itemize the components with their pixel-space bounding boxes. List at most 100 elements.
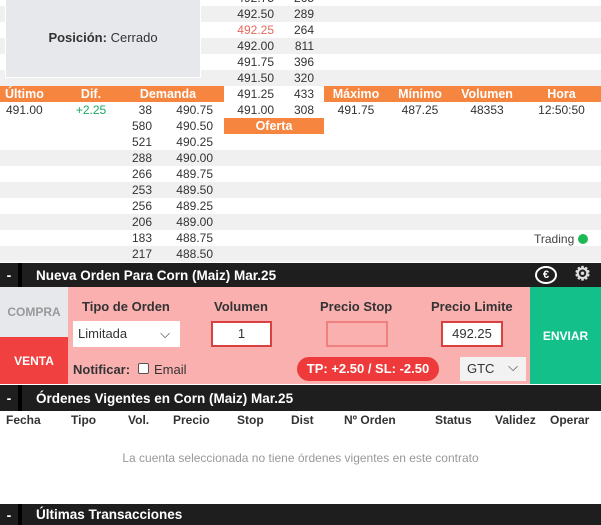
ask-price[interactable]: 491.25	[224, 86, 274, 102]
bid-price[interactable]: 488.75	[176, 231, 213, 245]
orders-column-header: Tipo	[71, 413, 97, 427]
bid-price[interactable]: 489.50	[176, 183, 213, 197]
orders-header: - Órdenes Vigentes en Corn (Maiz) Mar.25	[0, 385, 601, 411]
bid-qty: 256	[131, 199, 152, 213]
bid-price[interactable]: 488.50	[176, 247, 213, 261]
collapse-button[interactable]: -	[6, 267, 12, 283]
ask-qty: 265	[274, 0, 314, 6]
header-ultimo: Último	[0, 86, 70, 102]
new-order-form: COMPRA VENTA Tipo de Orden Limitada ⌵ Vol…	[0, 287, 601, 384]
send-button[interactable]: ENVIAR	[530, 287, 601, 384]
book-row-bg	[0, 182, 601, 198]
collapse-button[interactable]: -	[6, 390, 12, 406]
trading-status-label: Trading	[534, 232, 575, 246]
orders-column-header: Nº Orden	[344, 413, 396, 427]
bid-qty: 253	[131, 183, 152, 197]
orders-column-header: Operar	[550, 413, 590, 427]
stop-price-label: Precio Stop	[320, 299, 393, 314]
ask-qty: 811	[294, 39, 314, 53]
bid-price[interactable]: 490.00	[176, 151, 213, 165]
email-checkbox[interactable]	[138, 363, 149, 374]
order-type-value: Limitada	[78, 326, 128, 341]
ask-qty: 289	[293, 7, 314, 21]
ask-price[interactable]: 492.25	[237, 23, 274, 37]
bid-qty: 206	[131, 215, 152, 229]
bid-qty: 183	[131, 231, 152, 245]
orders-column-header: Stop	[237, 413, 264, 427]
transactions-title: Últimas Transacciones	[36, 507, 183, 522]
ask-qty: 433	[293, 87, 314, 101]
ask-qty: 396	[293, 55, 314, 69]
order-type-select[interactable]: Limitada ⌵	[73, 321, 180, 347]
header-dif: Dif.	[70, 86, 112, 102]
status-dot-icon	[577, 234, 588, 244]
header-maximo: Máximo	[324, 86, 388, 102]
orders-column-header: Precio	[173, 413, 210, 427]
volume: 48353	[470, 103, 504, 117]
position-box: Posición: Cerrado	[5, 0, 201, 78]
orders-column-header: Fecha	[6, 413, 41, 427]
orders-column-header: Validez	[495, 413, 536, 427]
position-value: Cerrado	[110, 29, 158, 45]
header-volumen: Volumen	[452, 86, 522, 102]
bid-qty: 580	[131, 119, 152, 133]
header-oferta: Oferta	[224, 118, 324, 134]
bid-price[interactable]: 490.50	[176, 119, 213, 133]
book-row-bg	[0, 230, 601, 246]
bid-qty: 521	[131, 135, 152, 149]
ask-price[interactable]: 491.75	[237, 55, 274, 69]
book-row-bg	[0, 166, 601, 182]
limit-price-input[interactable]: 492.25	[441, 321, 503, 347]
volume-label: Volumen	[214, 299, 268, 314]
bid-price[interactable]: 490.75	[176, 103, 213, 117]
ask-price[interactable]: 492.00	[237, 39, 274, 53]
sell-button[interactable]: VENTA	[0, 337, 68, 384]
bid-price[interactable]: 489.00	[176, 215, 213, 229]
orders-column-header: Vol.	[128, 413, 150, 427]
validity-select[interactable]: GTC ⌵	[460, 357, 526, 381]
last-price: 491.00	[6, 103, 43, 117]
ask-price[interactable]: 492.75	[224, 0, 274, 6]
limit-price-label: Precio Limite	[431, 299, 513, 314]
new-order-header: - Nueva Orden Para Corn (Maiz) Mar.25 € …	[0, 263, 601, 287]
header-demanda: Demanda	[112, 86, 224, 102]
buy-button[interactable]: COMPRA	[0, 287, 68, 337]
orders-empty-message: La cuenta seleccionada no tiene órdenes …	[122, 451, 479, 465]
bid-qty: 288	[131, 151, 152, 165]
book-row-bg	[0, 134, 601, 150]
bid-qty: 266	[131, 167, 152, 181]
high-price: 491.75	[337, 103, 375, 117]
ask-price[interactable]: 492.50	[237, 7, 274, 21]
bid-qty: 38	[138, 103, 152, 117]
header-hora: Hora	[522, 86, 601, 102]
price-change: +2.25	[75, 103, 107, 117]
stop-price-input[interactable]	[326, 321, 388, 347]
volume-input[interactable]: 1	[211, 321, 272, 347]
ask-price[interactable]: 491.50	[237, 71, 274, 85]
book-row-bg	[0, 198, 601, 214]
collapse-button[interactable]: -	[6, 506, 12, 523]
ask-price[interactable]: 491.00	[224, 102, 274, 118]
trading-status: Trading	[534, 231, 588, 247]
transactions-header: - Últimas Transacciones	[0, 504, 601, 525]
chevron-down-icon: ⌵	[508, 359, 518, 374]
currency-icon[interactable]: €	[535, 266, 557, 284]
gear-icon[interactable]: ⚙	[574, 264, 592, 285]
new-order-title: Nueva Orden Para Corn (Maiz) Mar.25	[36, 267, 277, 283]
bid-price[interactable]: 489.25	[176, 199, 213, 213]
chevron-down-icon: ⌵	[160, 326, 170, 341]
email-label: Email	[154, 362, 187, 377]
book-row-bg	[0, 246, 601, 262]
position-label: Posición:	[48, 29, 107, 45]
notify-label: Notificar:	[73, 362, 131, 377]
bid-price[interactable]: 490.25	[176, 135, 213, 149]
book-row-bg	[0, 214, 601, 230]
orders-title: Órdenes Vigentes en Corn (Maiz) Mar.25	[36, 390, 294, 406]
orders-column-header: Dist	[291, 413, 314, 427]
tp-sl-badge[interactable]: TP: +2.50 / SL: -2.50	[297, 357, 439, 381]
orders-column-header: Status	[435, 413, 472, 427]
order-type-label: Tipo de Orden	[82, 299, 170, 314]
validity-value: GTC	[467, 361, 495, 376]
bid-qty: 217	[131, 247, 152, 261]
bid-price[interactable]: 489.75	[176, 167, 213, 181]
